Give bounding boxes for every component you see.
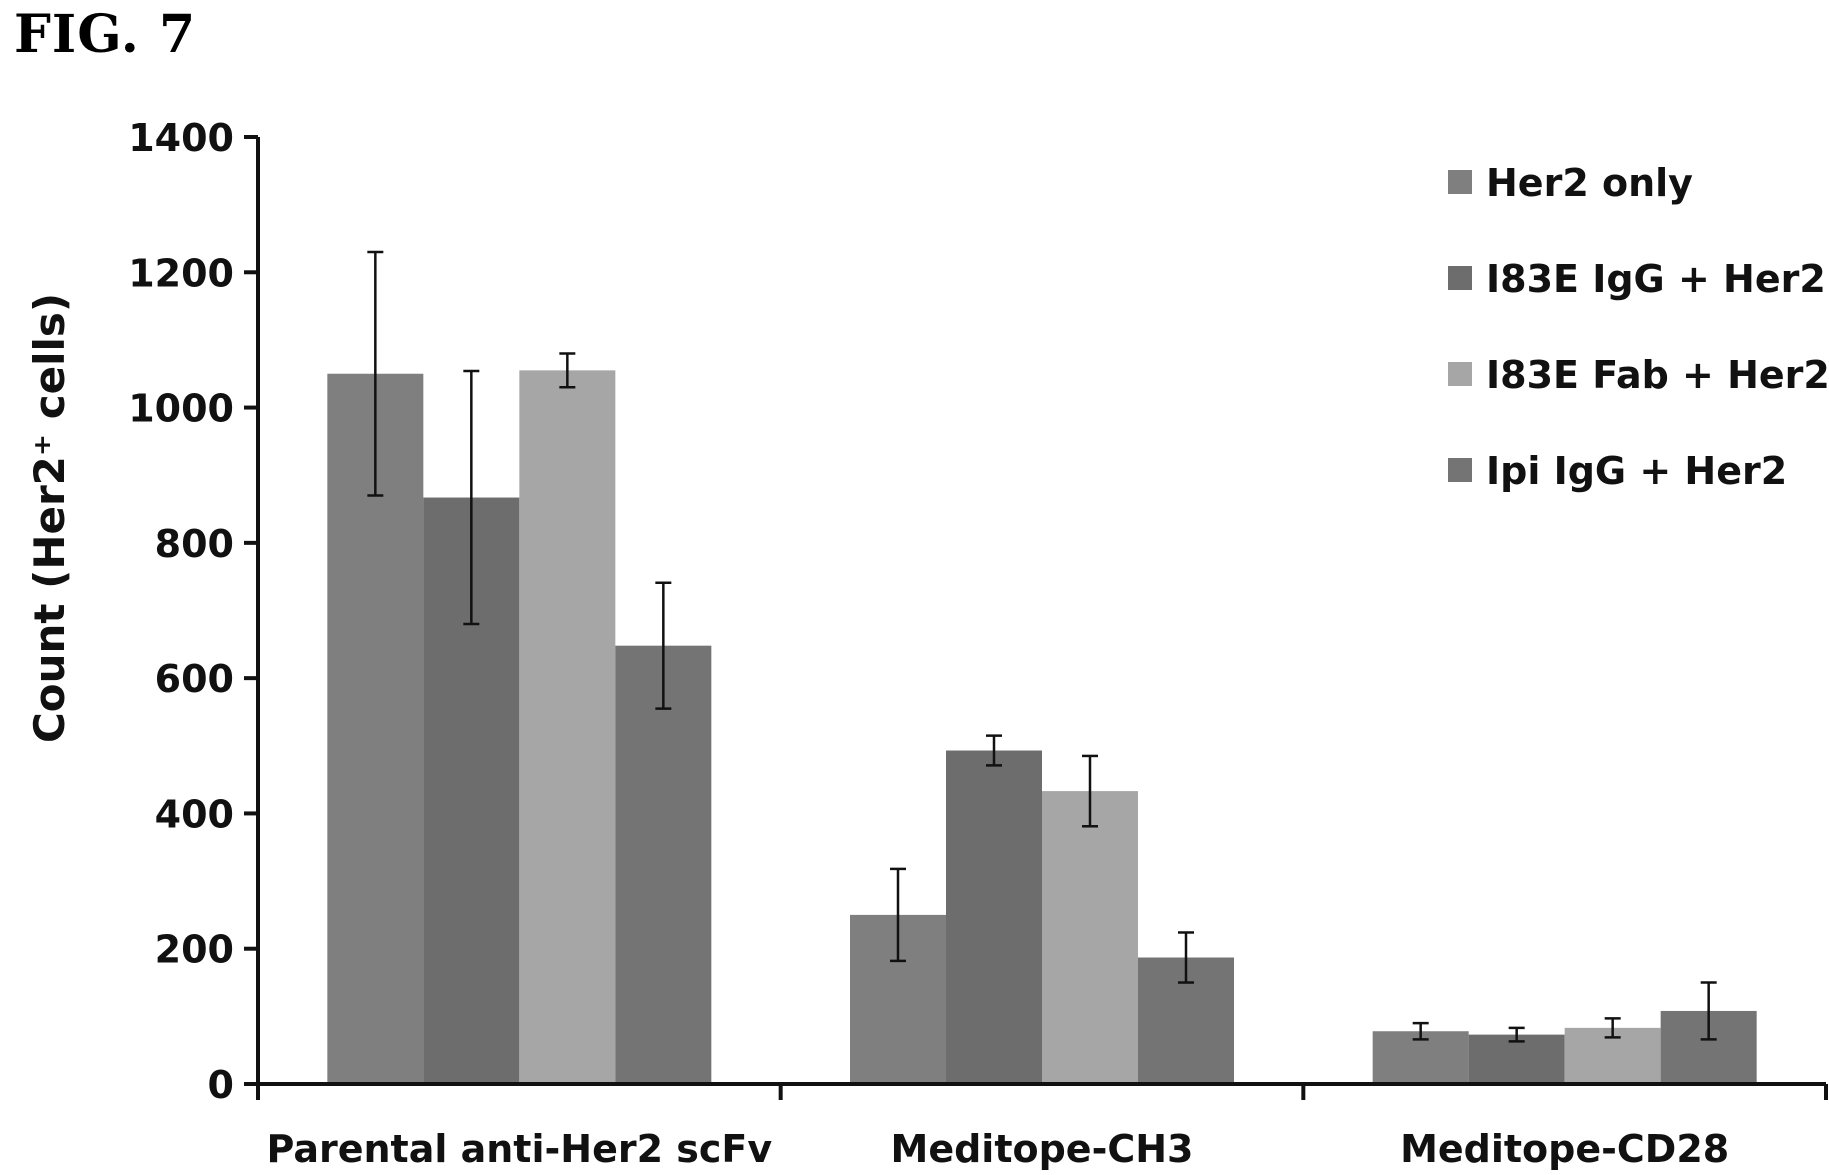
bars [327,370,1757,1084]
y-tick-label: 800 [155,522,234,566]
y-tick-label: 0 [208,1063,234,1107]
legend-swatch [1448,458,1472,482]
bar [615,645,712,1084]
legend-swatch [1448,362,1472,386]
bar [1468,1034,1565,1084]
y-axis-ticks: 0 200 400 600 800 1000 1200 1400 [128,116,260,1107]
legend-label: Her2 only [1486,161,1693,205]
legend: Her2 only I83E IgG + Her2 I83E Fab + Her2 I… [1448,161,1829,493]
x-category-label: Meditope-CD28 [1400,1127,1729,1171]
y-tick-label: 1400 [128,116,234,160]
legend-swatch [1448,170,1472,194]
error-bars [367,250,1717,1043]
y-axis-label: Count (Her2⁺ cells) [25,293,74,743]
legend-label: Ipi IgG + Her2 [1486,449,1787,493]
x-category-label: Meditope-CH3 [891,1127,1194,1171]
y-tick-label: 1000 [128,387,234,431]
y-tick-label: 400 [155,792,234,836]
legend-label: I83E Fab + Her2 [1486,353,1829,397]
bar [519,370,616,1084]
y-tick-label: 1200 [128,251,234,295]
x-axis: Parental anti-Her2 scFv Meditope-CH3 Medit… [256,1082,1828,1171]
legend-swatch [1448,266,1472,290]
y-tick-label: 200 [155,928,234,972]
x-category-label: Parental anti-Her2 scFv [267,1127,773,1171]
bar [946,750,1042,1084]
figure-label: FIG. 7 [14,4,197,65]
bar [1042,791,1138,1084]
legend-label: I83E IgG + Her2 [1486,257,1826,301]
y-tick-label: 600 [155,657,234,701]
